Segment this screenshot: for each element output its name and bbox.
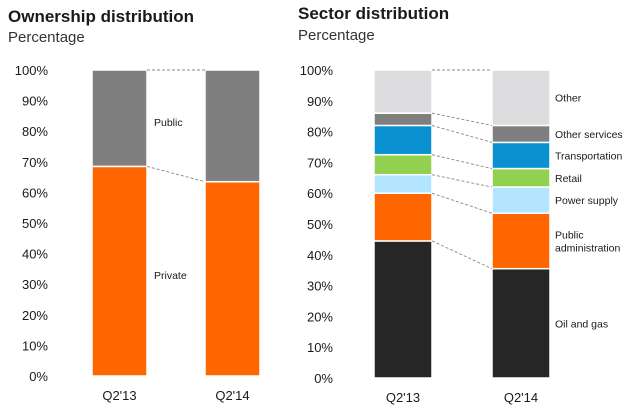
sector-bar-other [373, 69, 433, 114]
ownership-y-tick-label: 80% [22, 124, 48, 139]
sector-x-tick-label: Q2'13 [386, 390, 420, 405]
ownership-y-tick-label: 70% [22, 155, 48, 170]
ownership-y-tick-label: 20% [22, 308, 48, 323]
ownership-label-public: Public [154, 117, 183, 129]
ownership-chart: 0% 10% 20% 30% 40% 50% 60% 70% 80% 90% 100% Q2'13 Q2… [15, 63, 261, 403]
sector-y-tick-label: 80% [307, 125, 333, 140]
sector-label-public-administration: Public administration [555, 229, 621, 254]
ownership-title: Ownership distribution [8, 7, 194, 26]
ownership-y-tick-label: 40% [22, 247, 48, 262]
sector-bar-retail [491, 167, 551, 188]
sector-connector-line [431, 192, 493, 214]
sector-y-tick-label: 10% [307, 340, 333, 355]
ownership-y-tick-label: 0% [29, 369, 48, 384]
ownership-x-tick-label: Q2'13 [102, 388, 136, 403]
sector-bar-other-services [491, 124, 551, 144]
sector-label-other: Other [555, 93, 582, 105]
sector-label-other-services: Other services [555, 129, 623, 141]
sector-bar-power-supply [373, 173, 433, 194]
ownership-y-tick-label: 50% [22, 216, 48, 231]
sector-connector-line [431, 125, 493, 143]
ownership-x-tick-label: Q2'14 [215, 388, 249, 403]
sector-bar-public-administration [491, 212, 551, 270]
ownership-subtitle: Percentage [8, 29, 85, 46]
sector-chart: 0% 10% 20% 30% 40% 50% 60% 70% 80% 90% 100% Q2'13 Q2… [300, 63, 623, 405]
sector-y-tick-label: 50% [307, 217, 333, 232]
sector-subtitle: Percentage [298, 27, 375, 44]
ownership-bar-public [91, 69, 148, 168]
sector-bar-transportation [491, 141, 551, 170]
sector-bar-oil-and-gas [373, 240, 433, 379]
sector-connector-line [431, 174, 493, 188]
sector-y-tick-label: 70% [307, 155, 333, 170]
sector-y-tick-label: 20% [307, 309, 333, 324]
sector-bar-other-services [373, 112, 433, 127]
ownership-connector-line [146, 165, 206, 183]
sector-connector-line [431, 154, 493, 169]
sector-title: Sector distribution [298, 4, 449, 23]
sector-label-power-supply: Power supply [555, 195, 619, 207]
sector-y-tick-label: 60% [307, 186, 333, 201]
ownership-bar-public [204, 69, 261, 183]
ownership-y-tick-label: 60% [22, 185, 48, 200]
sector-connector-line [431, 240, 493, 270]
ownership-y-tick-label: 90% [22, 94, 48, 109]
sector-label-retail: Retail [555, 173, 582, 185]
sector-bar-power-supply [491, 186, 551, 214]
sector-bar-public-administration [373, 192, 433, 242]
ownership-bar-private [204, 180, 261, 377]
ownership-y-tick-label: 10% [22, 338, 48, 353]
sector-y-tick-label: 40% [307, 248, 333, 263]
sector-label-oil-and-gas: Oil and gas [555, 318, 608, 330]
sector-bar-oil-and-gas [491, 267, 551, 379]
sector-connector-line [431, 112, 493, 126]
sector-bar-transportation [373, 124, 433, 156]
sector-label-transportation: Transportation [555, 150, 622, 162]
sector-x-tick-label: Q2'14 [504, 390, 538, 405]
sector-bar-retail [373, 153, 433, 176]
sector-y-tick-label: 0% [314, 371, 333, 386]
sector-bar-other [491, 69, 551, 127]
sector-y-tick-label: 30% [307, 279, 333, 294]
ownership-bar-private [91, 165, 148, 377]
ownership-label-private: Private [154, 270, 187, 282]
sector-y-tick-label: 90% [307, 94, 333, 109]
sector-y-tick-label: 100% [300, 63, 334, 78]
ownership-y-tick-label: 30% [22, 277, 48, 292]
ownership-y-tick-label: 100% [15, 63, 49, 78]
